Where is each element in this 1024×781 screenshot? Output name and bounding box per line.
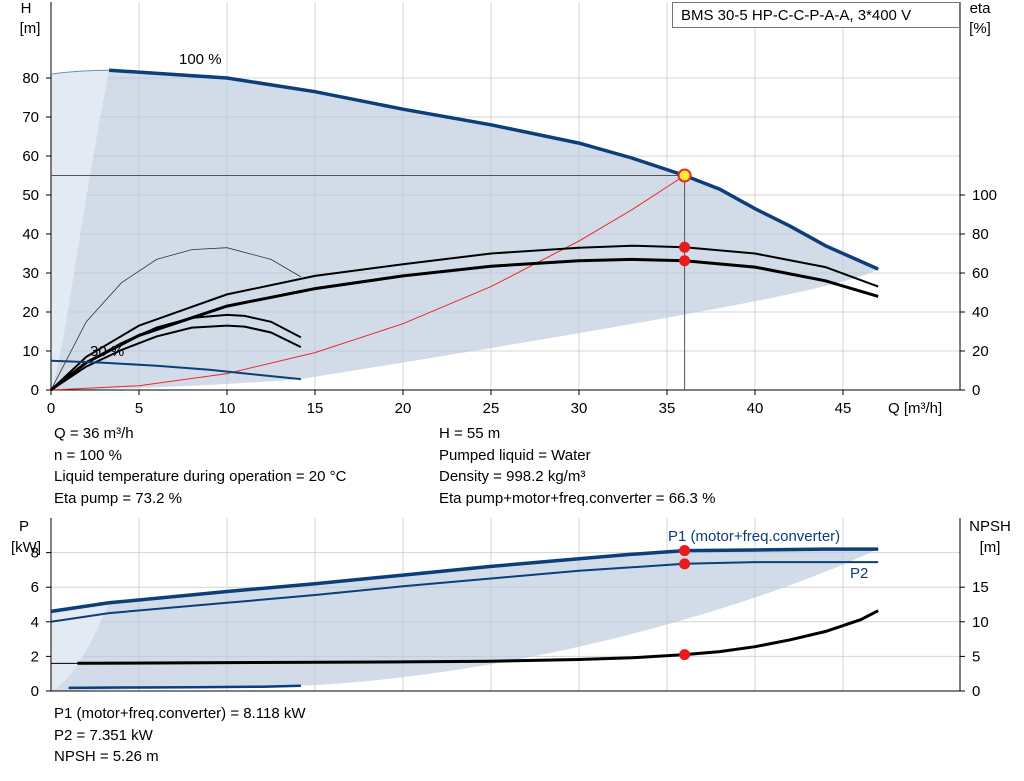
info-flow: Q = 36 m³/h bbox=[54, 425, 134, 442]
duty-point-marker bbox=[677, 168, 692, 183]
h-tick-label: 80 bbox=[22, 70, 39, 87]
p-tick-label: 4 bbox=[31, 614, 39, 631]
power-point-marker bbox=[679, 649, 691, 661]
p-tick-label: 8 bbox=[31, 545, 39, 562]
x-tick-label: 35 bbox=[659, 400, 676, 417]
info-pumped-liquid: Pumped liquid = Water bbox=[439, 446, 591, 464]
low-speed-area-power bbox=[51, 602, 110, 691]
eta-tick-label: 100 bbox=[972, 187, 997, 204]
h-tick-label: 40 bbox=[22, 226, 39, 243]
head-unit-label: [m] bbox=[20, 20, 41, 37]
npsh-tick-label: 5 bbox=[972, 648, 980, 665]
p-tick-label: 2 bbox=[31, 648, 39, 665]
x-tick-label: 40 bbox=[747, 400, 764, 417]
power-axis-label: P bbox=[19, 518, 29, 535]
x-tick-label: 10 bbox=[219, 400, 236, 417]
p-tick-label: 6 bbox=[31, 579, 39, 596]
h-tick-label: 30 bbox=[22, 265, 39, 282]
h-tick-label: 60 bbox=[22, 148, 39, 165]
x-axis-label: Q [m³/h] bbox=[888, 400, 942, 417]
x-tick-label: 20 bbox=[395, 400, 412, 417]
x-tick-label: 30 bbox=[571, 400, 588, 417]
eta-tick-label: 0 bbox=[972, 382, 980, 399]
head-curve-100 bbox=[108, 68, 879, 271]
npsh-axis-label: NPSH bbox=[969, 518, 1011, 535]
h-tick-label: 20 bbox=[22, 304, 39, 321]
head-curve-30 bbox=[50, 359, 302, 381]
info-speed: n = 100 % bbox=[54, 446, 122, 464]
npsh-tick-label: 15 bbox=[972, 579, 989, 596]
eta-tick-label: 60 bbox=[972, 265, 989, 282]
x-tick-label: 15 bbox=[307, 400, 324, 417]
x-tick-label: 45 bbox=[835, 400, 852, 417]
h-tick-label: 70 bbox=[22, 109, 39, 126]
annotation-30-percent: 30 % bbox=[90, 343, 124, 360]
npsh-tick-label: 10 bbox=[972, 614, 989, 631]
low-speed-area-head bbox=[51, 70, 110, 390]
info-eta-pump: Eta pump = 73.2 % bbox=[54, 489, 182, 507]
eta-tick-label: 20 bbox=[972, 343, 989, 360]
eta-axis-label: eta bbox=[970, 0, 992, 17]
head-curve-extension bbox=[50, 69, 110, 75]
pump-title: BMS 30-5 HP-C-C-P-A-A, 3*400 V bbox=[672, 2, 960, 28]
power-point-marker bbox=[679, 558, 691, 570]
x-tick-label: 5 bbox=[135, 400, 143, 417]
npsh-tick-label: 0 bbox=[972, 683, 980, 700]
p2-curve-label: P2 bbox=[850, 565, 868, 582]
eta-unit-label: [%] bbox=[969, 20, 991, 37]
eta-tick-label: 80 bbox=[972, 226, 989, 243]
info-bottom: P1 (motor+freq.converter) = 8.118 kW P2 … bbox=[54, 703, 306, 768]
p1-curve-label: P1 (motor+freq.converter) bbox=[668, 528, 840, 545]
annotation-100-percent: 100 % bbox=[179, 51, 222, 68]
info-eta-total: Eta pump+motor+freq.converter = 66.3 % bbox=[439, 489, 716, 507]
info-top-right: H = 55 m Pumped liquid = Water Density =… bbox=[439, 423, 715, 509]
operating-area-power bbox=[51, 549, 879, 691]
h-tick-label: 10 bbox=[22, 343, 39, 360]
head-axis-label: H bbox=[21, 0, 32, 17]
power-curve-30 bbox=[68, 684, 301, 690]
info-npsh: NPSH = 5.26 m bbox=[54, 748, 159, 765]
eta-point-marker bbox=[679, 241, 691, 253]
npsh-unit-label: [m] bbox=[980, 539, 1001, 556]
x-tick-label: 25 bbox=[483, 400, 500, 417]
x-tick-label: 0 bbox=[47, 400, 55, 417]
h-tick-label: 0 bbox=[31, 382, 39, 399]
p-tick-label: 0 bbox=[31, 683, 39, 700]
power-unit-label: [kW] bbox=[11, 539, 41, 556]
h-tick-label: 50 bbox=[22, 187, 39, 204]
eta-min-speed-curve bbox=[50, 247, 302, 391]
p1-curve bbox=[50, 547, 879, 614]
eta-tick-label: 40 bbox=[972, 304, 989, 321]
eta-total-curve bbox=[50, 257, 879, 392]
info-head: H = 55 m bbox=[439, 425, 501, 442]
power-point-marker bbox=[679, 545, 691, 557]
system-curve bbox=[50, 175, 685, 391]
info-top-left: Q = 36 m³/h n = 100 % Liquid temperature… bbox=[54, 423, 346, 509]
p2-curve bbox=[50, 561, 879, 623]
eta-point-marker bbox=[679, 255, 691, 267]
operating-area-head bbox=[51, 70, 879, 390]
info-p2: P2 = 7.351 kW bbox=[54, 726, 153, 744]
eta-total-30-curve bbox=[50, 324, 302, 391]
info-density: Density = 998.2 kg/m³ bbox=[439, 468, 586, 485]
info-p1: P1 (motor+freq.converter) = 8.118 kW bbox=[54, 705, 306, 722]
info-liquid-temp: Liquid temperature during operation = 20… bbox=[54, 468, 347, 485]
eta-pump-curve bbox=[50, 244, 879, 391]
